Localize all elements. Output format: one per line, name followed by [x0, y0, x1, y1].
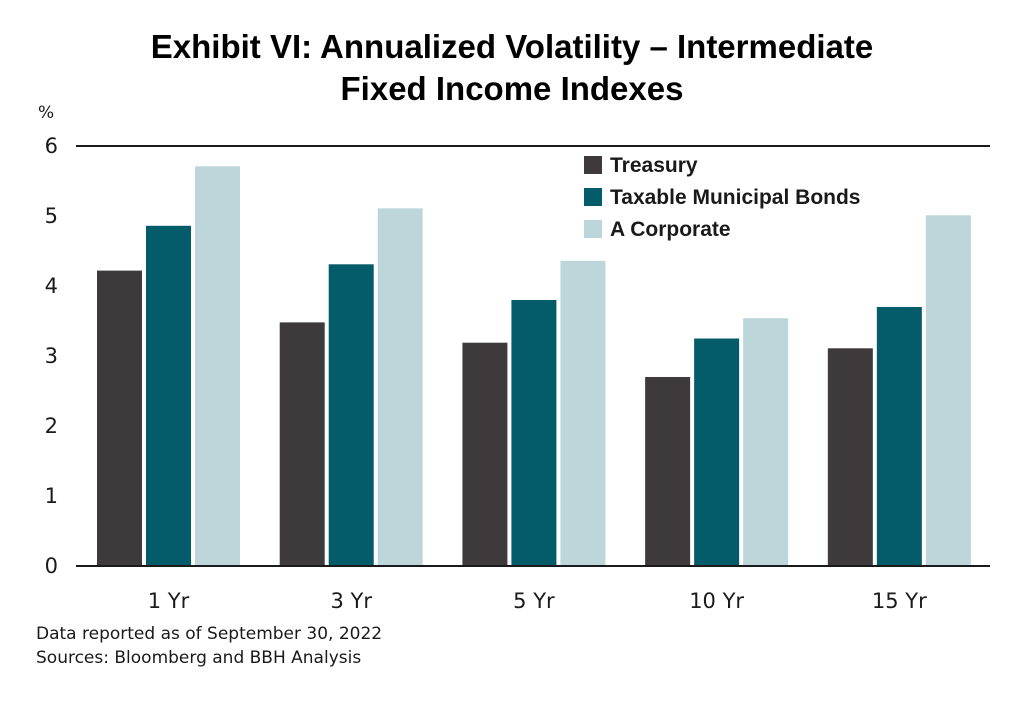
- chart-title-line-2: Fixed Income Indexes: [341, 70, 684, 107]
- bar-a-corporate-5-yr: [560, 260, 606, 566]
- x-category-label: 3 Yr: [330, 589, 372, 613]
- y-tick-label: 2: [45, 414, 58, 438]
- bar-treasury-10-yr: [645, 377, 691, 566]
- bar-taxable-municipal-bonds-15-yr: [876, 307, 922, 566]
- x-category-label: 1 Yr: [148, 589, 190, 613]
- chart-legend: Treasury Taxable Municipal Bonds A Corpora…: [584, 154, 860, 241]
- legend-swatch: [584, 220, 602, 238]
- y-tick-label: 0: [45, 554, 58, 578]
- x-category-label: 10 Yr: [689, 589, 744, 613]
- bar-a-corporate-1-yr: [195, 166, 240, 567]
- y-tick-label: 6: [45, 134, 58, 158]
- x-axis-category-labels: 1 Yr 3 Yr 5 Yr 10 Yr 15 Yr: [148, 589, 927, 613]
- bar-taxable-municipal-bonds-3-yr: [328, 264, 374, 566]
- sources-footnote: Sources: Bloomberg and BBH Analysis: [36, 648, 362, 668]
- x-category-label: 15 Yr: [872, 589, 927, 613]
- bar-a-corporate-3-yr: [377, 208, 423, 567]
- bar-a-corporate-10-yr: [743, 318, 789, 566]
- bar-taxable-municipal-bonds-5-yr: [511, 300, 557, 566]
- series-taxable-municipal-bonds: [146, 225, 922, 567]
- series-treasury: [97, 270, 873, 566]
- legend-swatch: [584, 156, 602, 174]
- chart-title-line-1: Exhibit VI: Annualized Volatility – Inte…: [151, 28, 873, 65]
- x-category-label: 5 Yr: [513, 589, 555, 613]
- y-tick-label: 3: [45, 344, 58, 368]
- legend-label: A Corporate: [610, 218, 731, 241]
- legend-label: Treasury: [610, 154, 698, 177]
- bar-treasury-3-yr: [279, 322, 325, 566]
- bar-series-group: [97, 166, 971, 567]
- bar-treasury-5-yr: [462, 342, 508, 566]
- legend-swatch: [584, 188, 602, 206]
- chart-title: Exhibit VI: Annualized Volatility – Inte…: [151, 28, 873, 107]
- series-a-corporate: [195, 166, 971, 567]
- bar-treasury-1-yr: [97, 270, 142, 566]
- y-axis-ticks: 0 1 2 3 4 5 6: [45, 134, 58, 578]
- y-tick-label: 5: [45, 204, 58, 228]
- y-axis-unit-label: %: [38, 103, 54, 123]
- bar-taxable-municipal-bonds-10-yr: [694, 338, 740, 566]
- bar-treasury-15-yr: [827, 348, 873, 566]
- data-date-footnote: Data reported as of September 30, 2022: [36, 624, 383, 644]
- y-tick-label: 1: [45, 484, 58, 508]
- y-tick-label: 4: [45, 274, 58, 298]
- bar-taxable-municipal-bonds-1-yr: [146, 225, 191, 567]
- bar-a-corporate-15-yr: [925, 215, 971, 567]
- legend-label: Taxable Municipal Bonds: [610, 186, 860, 209]
